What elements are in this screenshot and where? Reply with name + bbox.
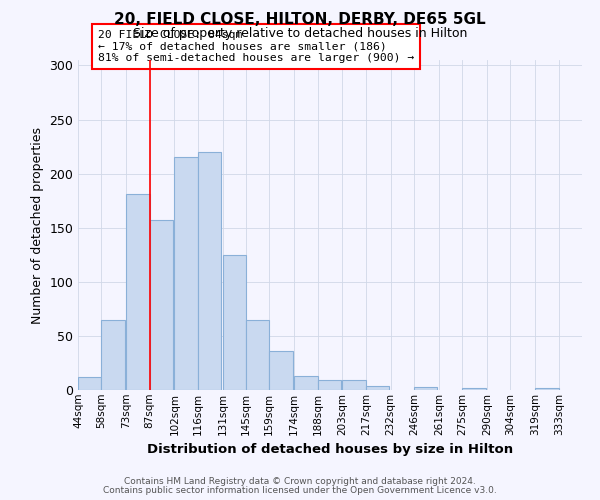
X-axis label: Distribution of detached houses by size in Hilton: Distribution of detached houses by size … [147, 443, 513, 456]
Bar [246, 320, 269, 390]
Text: 20, FIELD CLOSE, HILTON, DERBY, DE65 5GL: 20, FIELD CLOSE, HILTON, DERBY, DE65 5GL [114, 12, 486, 28]
Text: Contains public sector information licensed under the Open Government Licence v3: Contains public sector information licen… [103, 486, 497, 495]
Bar [462, 388, 485, 390]
Bar [101, 320, 125, 390]
Bar [223, 255, 246, 390]
Y-axis label: Number of detached properties: Number of detached properties [31, 126, 44, 324]
Bar [414, 387, 437, 390]
Bar [175, 158, 198, 390]
Bar [149, 220, 173, 390]
Bar [78, 377, 101, 390]
Bar [126, 194, 149, 390]
Text: 20 FIELD CLOSE: 84sqm
← 17% of detached houses are smaller (186)
81% of semi-det: 20 FIELD CLOSE: 84sqm ← 17% of detached … [98, 30, 414, 63]
Bar [317, 380, 341, 390]
Bar [269, 351, 293, 390]
Bar [535, 388, 559, 390]
Bar [343, 380, 366, 390]
Bar [198, 152, 221, 390]
Bar [294, 376, 317, 390]
Bar [366, 386, 389, 390]
Text: Size of property relative to detached houses in Hilton: Size of property relative to detached ho… [133, 28, 467, 40]
Text: Contains HM Land Registry data © Crown copyright and database right 2024.: Contains HM Land Registry data © Crown c… [124, 477, 476, 486]
